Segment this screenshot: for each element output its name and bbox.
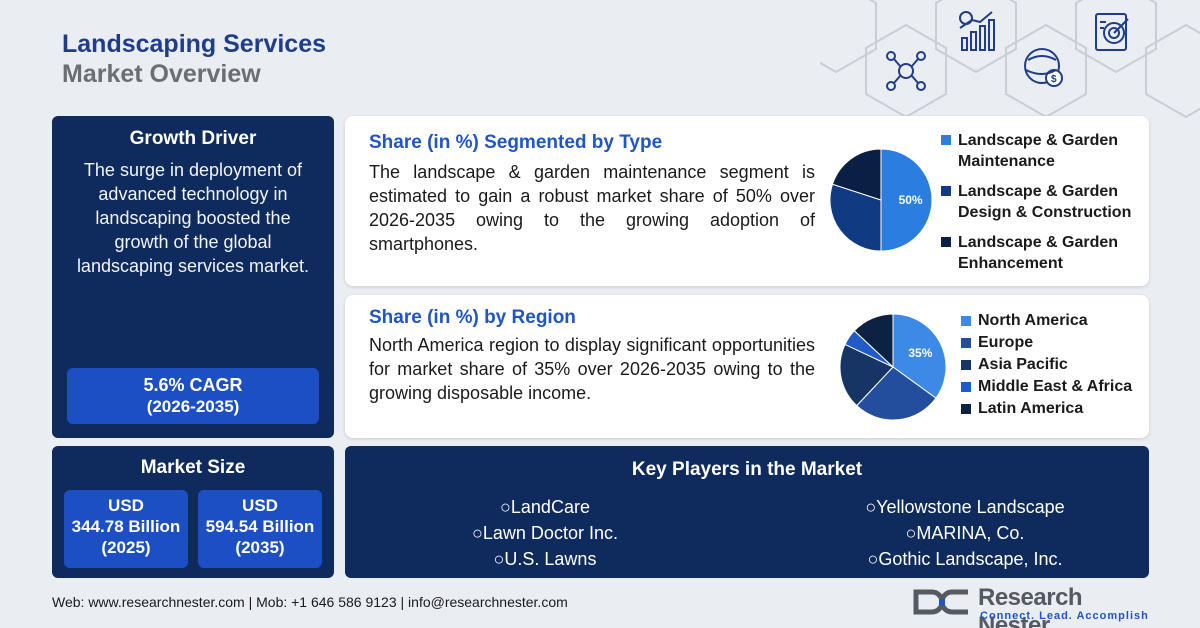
legend-swatch	[941, 135, 951, 145]
region-pie-chart: 35%	[839, 313, 947, 421]
market-size-value: 344.78 Billion	[71, 517, 181, 536]
legend-swatch	[961, 404, 971, 414]
market-size-currency: USD	[108, 496, 144, 515]
market-size-year: (2035)	[235, 538, 285, 557]
legend-swatch	[961, 382, 971, 392]
legend-item: Asia Pacific	[961, 354, 1147, 376]
key-players-title: Key Players in the Market	[631, 459, 863, 480]
legend-label: Latin America	[978, 400, 1084, 417]
pie-slice	[856, 366, 937, 421]
key-players-left: ○LandCare ○Lawn Doctor Inc. ○U.S. Lawns	[425, 494, 665, 572]
player-item: ○MARINA, Co.	[905, 523, 1025, 543]
pie-slice	[892, 313, 947, 399]
region-segment-title: Share (in %) by Region	[369, 307, 576, 328]
legend-item: Latin America	[961, 398, 1147, 420]
legend-item: Landscape & Garden Design & Construction	[941, 181, 1146, 223]
type-segment-text: The landscape & garden maintenance segme…	[369, 162, 815, 254]
type-segment-card: Share (in %) Segmented by Type The lands…	[345, 116, 1149, 286]
legend-swatch	[941, 237, 951, 247]
growth-chart-icon	[959, 11, 995, 51]
cagr-box: 5.6% CAGR (2026-2035)	[67, 368, 319, 424]
pie-slice	[880, 148, 933, 252]
pie-data-label: 50%	[899, 193, 923, 207]
type-pie-chart: 50%	[829, 148, 933, 252]
region-segment-text: North America region to display signific…	[369, 335, 815, 403]
page-subtitle: Market Overview	[62, 60, 261, 88]
logo-mark-icon	[913, 589, 968, 615]
region-legend: North America Europe Asia Pacific Middle Ea…	[961, 310, 1147, 420]
market-size-value: 594.54 Billion	[205, 517, 315, 536]
pie-slice	[839, 343, 894, 407]
growth-driver-title: Growth Driver	[129, 128, 257, 149]
research-nester-logo: Research Nester Connect. Lead. Accomplis…	[912, 584, 1152, 628]
legend-item: Middle East & Africa	[961, 376, 1147, 398]
growth-driver-panel: Growth Driver The surge in deployment of…	[52, 116, 334, 438]
cagr-period: (2026-2035)	[146, 397, 240, 416]
pie-slice	[831, 148, 882, 201]
footer-contact: Web: www.researchnester.com | Mob: +1 64…	[52, 594, 568, 610]
legend-label: Landscape & Garden Maintenance	[958, 132, 1119, 170]
legend-item: Landscape & Garden Maintenance	[941, 130, 1146, 172]
svg-text:$: $	[1051, 74, 1057, 85]
player-item: ○LandCare	[500, 497, 590, 517]
pie-slice	[853, 313, 894, 369]
market-size-2035: USD 594.54 Billion (2035)	[198, 490, 322, 568]
pie-data-label: 35%	[908, 346, 932, 360]
global-finance-icon: $	[1024, 48, 1063, 87]
logo-tagline: Connect. Lead. Accomplish	[980, 610, 1149, 622]
legend-label: North America	[978, 312, 1088, 329]
player-item: ○U.S. Lawns	[493, 549, 597, 569]
player-item: ○Yellowstone Landscape	[865, 497, 1065, 517]
market-size-currency: USD	[242, 496, 278, 515]
region-segment-card: Share (in %) by Region North America reg…	[345, 295, 1149, 438]
page-title: Landscaping Services	[62, 30, 327, 58]
pie-slice	[829, 183, 882, 252]
key-players-right: ○Yellowstone Landscape ○MARINA, Co. ○Got…	[795, 494, 1135, 572]
player-item: ○Lawn Doctor Inc.	[472, 523, 618, 543]
legend-swatch	[961, 360, 971, 370]
cagr-value: 5.6% CAGR	[143, 375, 243, 395]
growth-driver-text: The surge in deployment of advanced tech…	[76, 160, 310, 276]
market-size-title: Market Size	[140, 457, 246, 478]
type-legend: Landscape & Garden Maintenance Landscape …	[941, 130, 1146, 283]
legend-label: Landscape & Garden Design & Construction	[958, 183, 1132, 221]
market-size-year: (2025)	[101, 538, 151, 557]
legend-item: North America	[961, 310, 1147, 332]
type-segment-title: Share (in %) Segmented by Type	[369, 132, 663, 153]
legend-label: Europe	[978, 334, 1034, 351]
key-players-panel: Key Players in the Market ○LandCare ○Law…	[345, 446, 1149, 578]
legend-item: Europe	[961, 332, 1147, 354]
market-size-panel: Market Size USD 344.78 Billion (2025) US…	[52, 446, 334, 578]
logo-name: Research Nester	[978, 584, 1083, 628]
legend-swatch	[961, 338, 971, 348]
player-item: ○Gothic Landscape, Inc.	[867, 549, 1063, 569]
network-people-icon	[886, 51, 926, 91]
legend-label: Middle East & Africa	[978, 378, 1133, 395]
legend-label: Asia Pacific	[978, 356, 1068, 373]
legend-label: Landscape & Garden Enhancement	[958, 234, 1119, 272]
legend-item: Landscape & Garden Enhancement	[941, 232, 1146, 274]
target-report-icon	[1095, 13, 1129, 51]
legend-swatch	[941, 186, 951, 196]
legend-swatch	[961, 316, 971, 326]
market-size-2025: USD 344.78 Billion (2025)	[64, 490, 188, 568]
hexagon-decoration: $	[820, 0, 1200, 119]
